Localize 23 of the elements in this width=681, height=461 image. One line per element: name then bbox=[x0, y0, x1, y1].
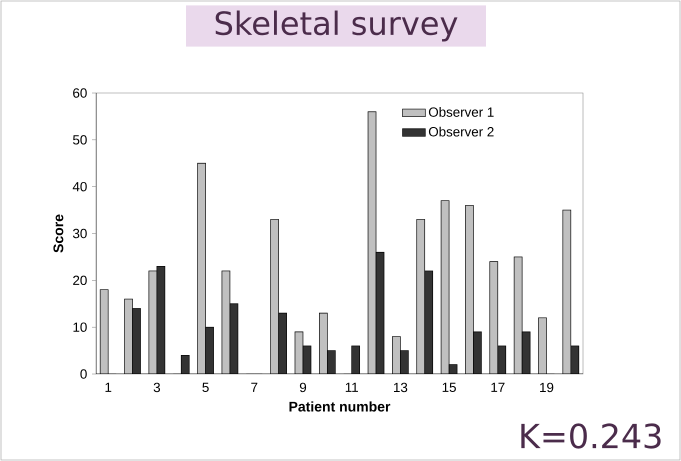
legend-label: Observer 1 bbox=[428, 107, 494, 117]
x-tick-label: 9 bbox=[300, 382, 306, 392]
x-tick-label: 19 bbox=[540, 382, 554, 392]
y-axis-title: Score bbox=[53, 214, 64, 253]
x-tick-label: 7 bbox=[251, 382, 258, 392]
x-axis-title: Patient number bbox=[289, 401, 390, 412]
y-tick-label: 60 bbox=[73, 88, 87, 98]
x-tick-label: 13 bbox=[394, 382, 408, 392]
chart-title: Skeletal survey bbox=[216, 10, 458, 42]
x-tick-label: 3 bbox=[154, 382, 160, 392]
y-tick-label: 0 bbox=[80, 369, 87, 379]
text: K=0.243 bbox=[521, 423, 661, 449]
x-tick-label: 5 bbox=[202, 382, 209, 392]
x-tick-label: 1 bbox=[105, 382, 112, 392]
x-tick-label: 17 bbox=[491, 382, 505, 392]
y-tick-label: 50 bbox=[73, 135, 87, 145]
x-tick-label: 15 bbox=[442, 382, 456, 392]
y-tick-label: 40 bbox=[72, 182, 87, 192]
x-tick-label: 11 bbox=[346, 382, 358, 392]
legend-label: Observer 2 bbox=[428, 126, 494, 136]
y-tick-label: 20 bbox=[73, 276, 87, 286]
y-tick-label: 10 bbox=[73, 322, 87, 332]
y-tick-label: 30 bbox=[72, 228, 87, 238]
